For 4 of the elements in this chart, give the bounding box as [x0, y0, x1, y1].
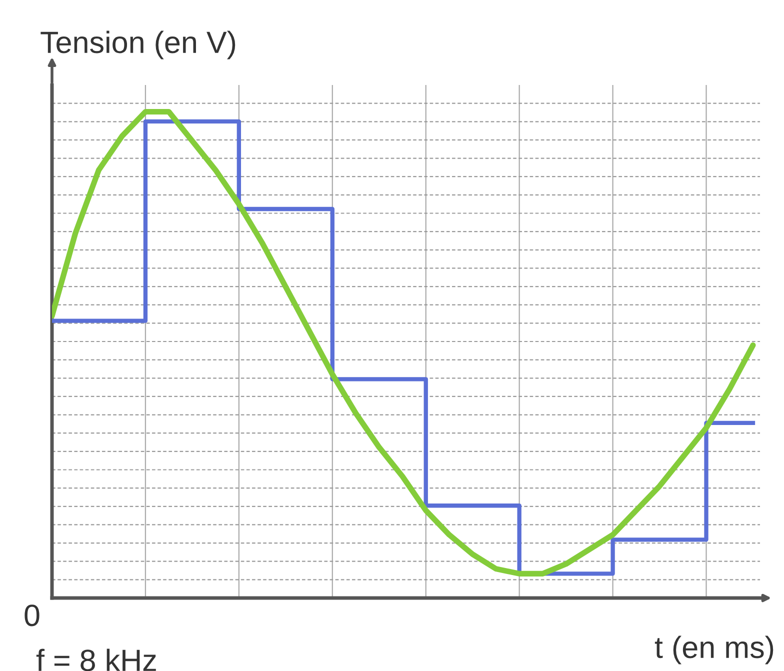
- y-axis-title: Tension (en V): [40, 30, 236, 60]
- x-axis-title: t (en ms): [654, 636, 774, 664]
- text: f = 8 kHz: [36, 648, 156, 671]
- text: 0: [24, 604, 40, 626]
